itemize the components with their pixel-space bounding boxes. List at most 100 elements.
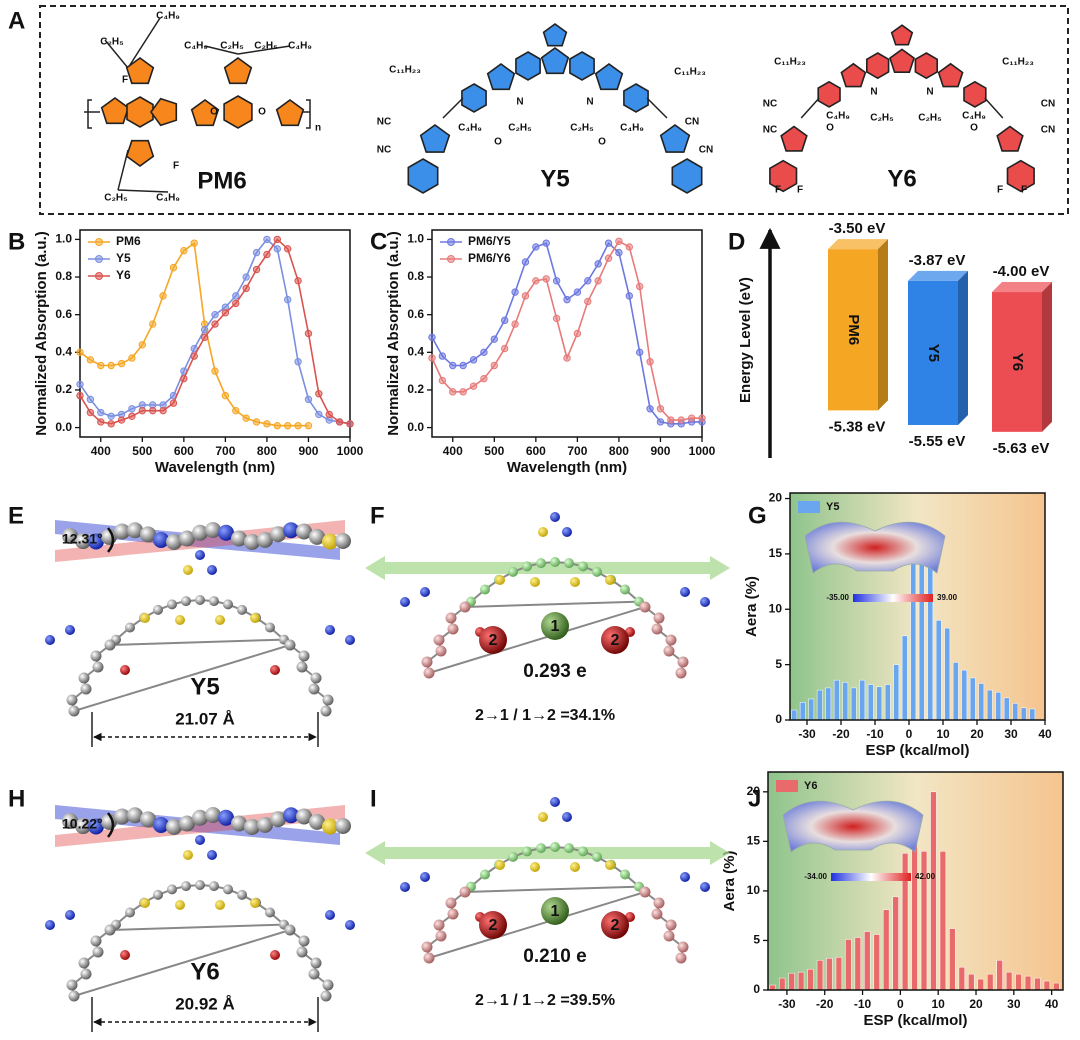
atom — [296, 946, 308, 958]
x-tick-label: 1000 — [689, 444, 716, 458]
homo-label: -5.63 eV — [993, 440, 1050, 457]
atom — [66, 979, 78, 991]
atom — [218, 809, 234, 826]
colorbar-label: 39.00 — [937, 593, 958, 602]
data-point — [656, 418, 665, 426]
data-point — [128, 405, 136, 413]
atom — [45, 920, 55, 930]
y-tick-label: 0.0 — [55, 420, 72, 434]
atom — [433, 634, 445, 646]
atom — [195, 835, 205, 845]
atom — [68, 990, 80, 1002]
bond — [464, 600, 640, 608]
data-point — [573, 288, 582, 296]
data-point — [211, 310, 219, 319]
data-point — [532, 277, 540, 285]
y-tick-label: 5 — [753, 933, 760, 947]
data-point — [273, 235, 282, 244]
ring — [126, 96, 154, 128]
legend-label: PM6/Y5 — [468, 234, 511, 248]
atom — [675, 952, 687, 964]
data-point — [273, 245, 282, 253]
x-tick-label: 500 — [132, 444, 152, 458]
bar-top — [908, 270, 968, 281]
homo-label: -5.38 eV — [829, 418, 886, 435]
x-tick-label: 10 — [932, 997, 946, 1011]
data-point — [594, 260, 602, 268]
atom — [181, 881, 191, 892]
data-point — [263, 235, 271, 244]
fragment-marker — [541, 897, 569, 925]
data-point — [635, 348, 644, 357]
data-point — [86, 408, 95, 417]
atom — [209, 596, 219, 607]
atom — [195, 880, 205, 890]
colorbar-label: 42.00 — [915, 872, 936, 881]
y-tick-label: 0 — [775, 712, 782, 726]
atom-label: C₁₁H₂₃ — [1002, 57, 1034, 68]
atom — [283, 807, 299, 824]
data-point — [86, 356, 95, 364]
histogram-bar — [835, 957, 843, 991]
fragment-marker — [479, 626, 507, 654]
transfer-axis — [365, 556, 730, 580]
histogram-bar — [779, 977, 786, 991]
ring — [419, 124, 451, 153]
histogram-bar — [996, 960, 1003, 991]
data-point — [604, 254, 613, 262]
x-tick-label: 30 — [1007, 997, 1021, 1011]
atom — [400, 597, 410, 607]
data-point — [107, 412, 115, 420]
legend-label: Y6 — [116, 268, 131, 282]
y-axis-title: Aera (%) — [721, 851, 738, 912]
x-tick-label: 500 — [484, 444, 504, 458]
legend-marker — [95, 255, 103, 263]
atom — [179, 530, 195, 547]
bar-side-shade — [958, 270, 968, 425]
legend-swatch — [776, 780, 798, 792]
data-point — [438, 352, 447, 360]
y-tick-label: 20 — [769, 491, 783, 505]
atom — [680, 872, 690, 882]
bond — [204, 45, 239, 55]
data-point — [263, 420, 271, 428]
x-tick-label: 10 — [936, 727, 950, 741]
data-point — [107, 420, 115, 428]
histogram-bar — [969, 677, 976, 721]
atom — [298, 650, 310, 662]
atom — [237, 604, 247, 615]
series-line — [431, 241, 702, 425]
ring — [223, 57, 253, 85]
ring — [780, 125, 808, 152]
bar-top — [992, 282, 1052, 293]
atom — [114, 523, 130, 540]
x-tick-label: 1000 — [337, 444, 364, 458]
atom — [322, 818, 338, 835]
data-point — [604, 239, 613, 247]
data-point — [346, 420, 354, 428]
atom-label: NC — [377, 117, 391, 128]
histogram-bar — [884, 684, 891, 721]
atom — [296, 808, 312, 825]
atom — [237, 889, 247, 900]
atom — [677, 656, 689, 668]
data-point — [242, 414, 250, 422]
atom-label: O — [826, 123, 834, 134]
data-point — [315, 390, 323, 398]
transfer-ratio: 2→1 / 1→2 =39.5% — [475, 992, 615, 1009]
ring — [889, 48, 915, 73]
data-point — [459, 361, 467, 370]
data-point — [656, 405, 665, 413]
y-tick-label: 15 — [747, 834, 761, 848]
y-tick-label: 15 — [769, 546, 783, 560]
atom — [265, 907, 275, 918]
molecule-name: Y5 — [190, 673, 219, 700]
plot-frame — [767, 771, 1064, 991]
plot-frame — [431, 229, 703, 438]
atom — [223, 599, 233, 610]
atom — [421, 941, 433, 953]
legend-marker — [447, 238, 455, 246]
data-point — [128, 412, 136, 420]
legend-label: PM6/Y6 — [468, 251, 511, 265]
ring — [275, 99, 305, 127]
